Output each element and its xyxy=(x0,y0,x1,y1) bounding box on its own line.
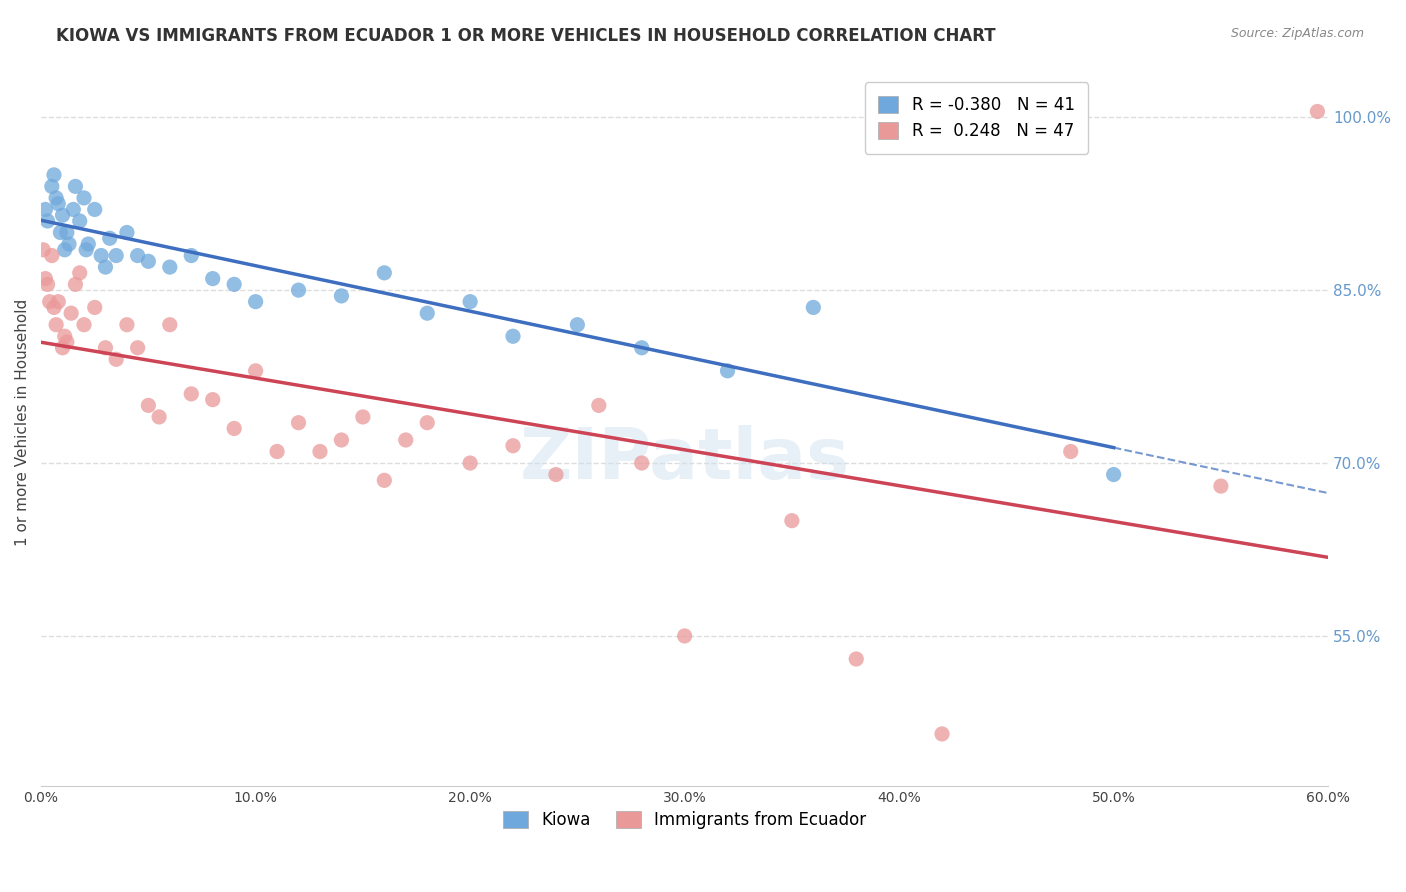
Point xyxy=(373,266,395,280)
Point xyxy=(83,202,105,217)
Point xyxy=(65,179,87,194)
Point xyxy=(395,433,418,447)
Point xyxy=(502,329,524,343)
Point xyxy=(77,237,100,252)
Point xyxy=(115,318,138,332)
Point xyxy=(51,341,73,355)
Point xyxy=(148,409,170,424)
Point xyxy=(159,318,181,332)
Point xyxy=(1060,444,1083,458)
Point xyxy=(60,306,83,320)
Point xyxy=(180,248,202,262)
Point xyxy=(98,231,121,245)
Point xyxy=(115,226,138,240)
Point xyxy=(56,226,79,240)
Point xyxy=(49,226,72,240)
Point xyxy=(287,416,309,430)
Point xyxy=(73,318,96,332)
Point xyxy=(56,334,79,349)
Point xyxy=(83,301,105,315)
Point xyxy=(630,341,652,355)
Point xyxy=(73,191,96,205)
Point xyxy=(544,467,567,482)
Point xyxy=(458,456,481,470)
Point xyxy=(46,196,69,211)
Point xyxy=(266,444,288,458)
Point xyxy=(931,727,953,741)
Point xyxy=(38,294,60,309)
Point xyxy=(69,266,91,280)
Point xyxy=(46,294,69,309)
Point xyxy=(37,277,59,292)
Point xyxy=(105,248,128,262)
Point xyxy=(716,364,738,378)
Point xyxy=(42,168,65,182)
Point xyxy=(32,243,55,257)
Point xyxy=(330,433,353,447)
Point xyxy=(34,271,56,285)
Point xyxy=(630,456,652,470)
Text: KIOWA VS IMMIGRANTS FROM ECUADOR 1 OR MORE VEHICLES IN HOUSEHOLD CORRELATION CHA: KIOWA VS IMMIGRANTS FROM ECUADOR 1 OR MO… xyxy=(56,27,995,45)
Point xyxy=(69,214,91,228)
Point xyxy=(45,191,67,205)
Point xyxy=(567,318,589,332)
Point xyxy=(42,301,65,315)
Point xyxy=(1209,479,1232,493)
Point xyxy=(245,294,267,309)
Point xyxy=(673,629,696,643)
Point xyxy=(138,254,160,268)
Y-axis label: 1 or more Vehicles in Household: 1 or more Vehicles in Household xyxy=(15,299,30,546)
Point xyxy=(224,277,246,292)
Point xyxy=(51,208,73,222)
Point xyxy=(458,294,481,309)
Point xyxy=(201,271,224,285)
Point xyxy=(180,387,202,401)
Point xyxy=(287,283,309,297)
Point xyxy=(780,514,803,528)
Point xyxy=(65,277,87,292)
Point xyxy=(41,179,63,194)
Point xyxy=(245,364,267,378)
Point xyxy=(588,398,610,412)
Point xyxy=(416,306,439,320)
Point xyxy=(53,329,76,343)
Point xyxy=(159,260,181,274)
Point xyxy=(309,444,332,458)
Point xyxy=(53,243,76,257)
Point xyxy=(201,392,224,407)
Point xyxy=(90,248,112,262)
Point xyxy=(94,260,117,274)
Point xyxy=(45,318,67,332)
Point xyxy=(127,248,149,262)
Point xyxy=(330,289,353,303)
Point xyxy=(62,202,84,217)
Point xyxy=(94,341,117,355)
Point xyxy=(37,214,59,228)
Text: ZIPatlas: ZIPatlas xyxy=(520,425,849,493)
Point xyxy=(105,352,128,367)
Point xyxy=(1102,467,1125,482)
Legend: Kiowa, Immigrants from Ecuador: Kiowa, Immigrants from Ecuador xyxy=(496,804,873,836)
Point xyxy=(845,652,868,666)
Point xyxy=(1306,104,1329,119)
Point xyxy=(127,341,149,355)
Point xyxy=(502,439,524,453)
Point xyxy=(352,409,374,424)
Point xyxy=(416,416,439,430)
Point xyxy=(138,398,160,412)
Point xyxy=(58,237,80,252)
Point xyxy=(75,243,97,257)
Text: Source: ZipAtlas.com: Source: ZipAtlas.com xyxy=(1230,27,1364,40)
Point xyxy=(801,301,824,315)
Point xyxy=(224,421,246,435)
Point xyxy=(34,202,56,217)
Point xyxy=(41,248,63,262)
Point xyxy=(373,473,395,487)
